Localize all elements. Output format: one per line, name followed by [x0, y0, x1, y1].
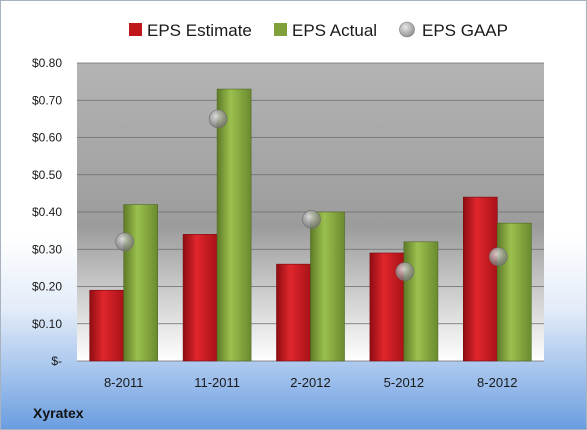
y-tick-label: $0.10 [32, 317, 62, 331]
x-tick-label: 5-2012 [384, 375, 424, 390]
y-tick-label: $0.60 [32, 131, 62, 145]
point-eps-gaap [115, 232, 134, 252]
point-eps-gaap [302, 210, 321, 229]
y-tick-label: $0.20 [32, 280, 62, 294]
bar-eps-actual [310, 211, 345, 362]
legend-swatch-gaap [399, 21, 415, 38]
y-tick-label: $- [51, 354, 62, 368]
bar-eps-actual [496, 222, 532, 362]
gaap-points [115, 109, 508, 281]
legend-swatch-estimate [129, 23, 142, 36]
x-tick-label: 8-2011 [104, 375, 144, 390]
bar-eps-actual [216, 88, 252, 362]
legend: EPS Estimate EPS Actual EPS GAAP [129, 21, 508, 40]
x-axis: 8-2011 11-2011 2-2012 5-2012 8-2012 [104, 375, 518, 390]
point-eps-gaap [488, 247, 508, 266]
y-tick-label: $0.50 [32, 168, 62, 182]
y-tick-label: $0.40 [32, 205, 62, 219]
company-label: Xyratex [33, 405, 84, 421]
bar-eps-estimate [462, 196, 498, 362]
legend-swatch-actual [274, 23, 287, 36]
bar-eps-actual [403, 241, 439, 362]
y-tick-label: $0.30 [32, 242, 62, 256]
point-eps-gaap [395, 262, 415, 281]
point-eps-gaap [208, 109, 228, 129]
bars [89, 88, 532, 362]
y-tick-label: $0.70 [32, 93, 62, 107]
bar-eps-estimate [276, 263, 311, 362]
y-tick-label: $0.80 [32, 56, 62, 70]
bar-eps-estimate [89, 289, 124, 362]
legend-label-estimate: EPS Estimate [147, 21, 252, 40]
x-tick-label: 8-2012 [477, 375, 517, 390]
legend-label-gaap: EPS GAAP [422, 21, 508, 40]
bar-eps-actual [123, 204, 158, 362]
y-axis: $- $0.10 $0.20 $0.30 $0.40 $0.50 $0.60 $0.70 $0.… [32, 56, 62, 368]
x-tick-label: 2-2012 [290, 375, 330, 390]
x-tick-label: 11-2011 [194, 375, 240, 390]
legend-label-actual: EPS Actual [292, 21, 377, 40]
bar-eps-estimate [182, 234, 218, 362]
